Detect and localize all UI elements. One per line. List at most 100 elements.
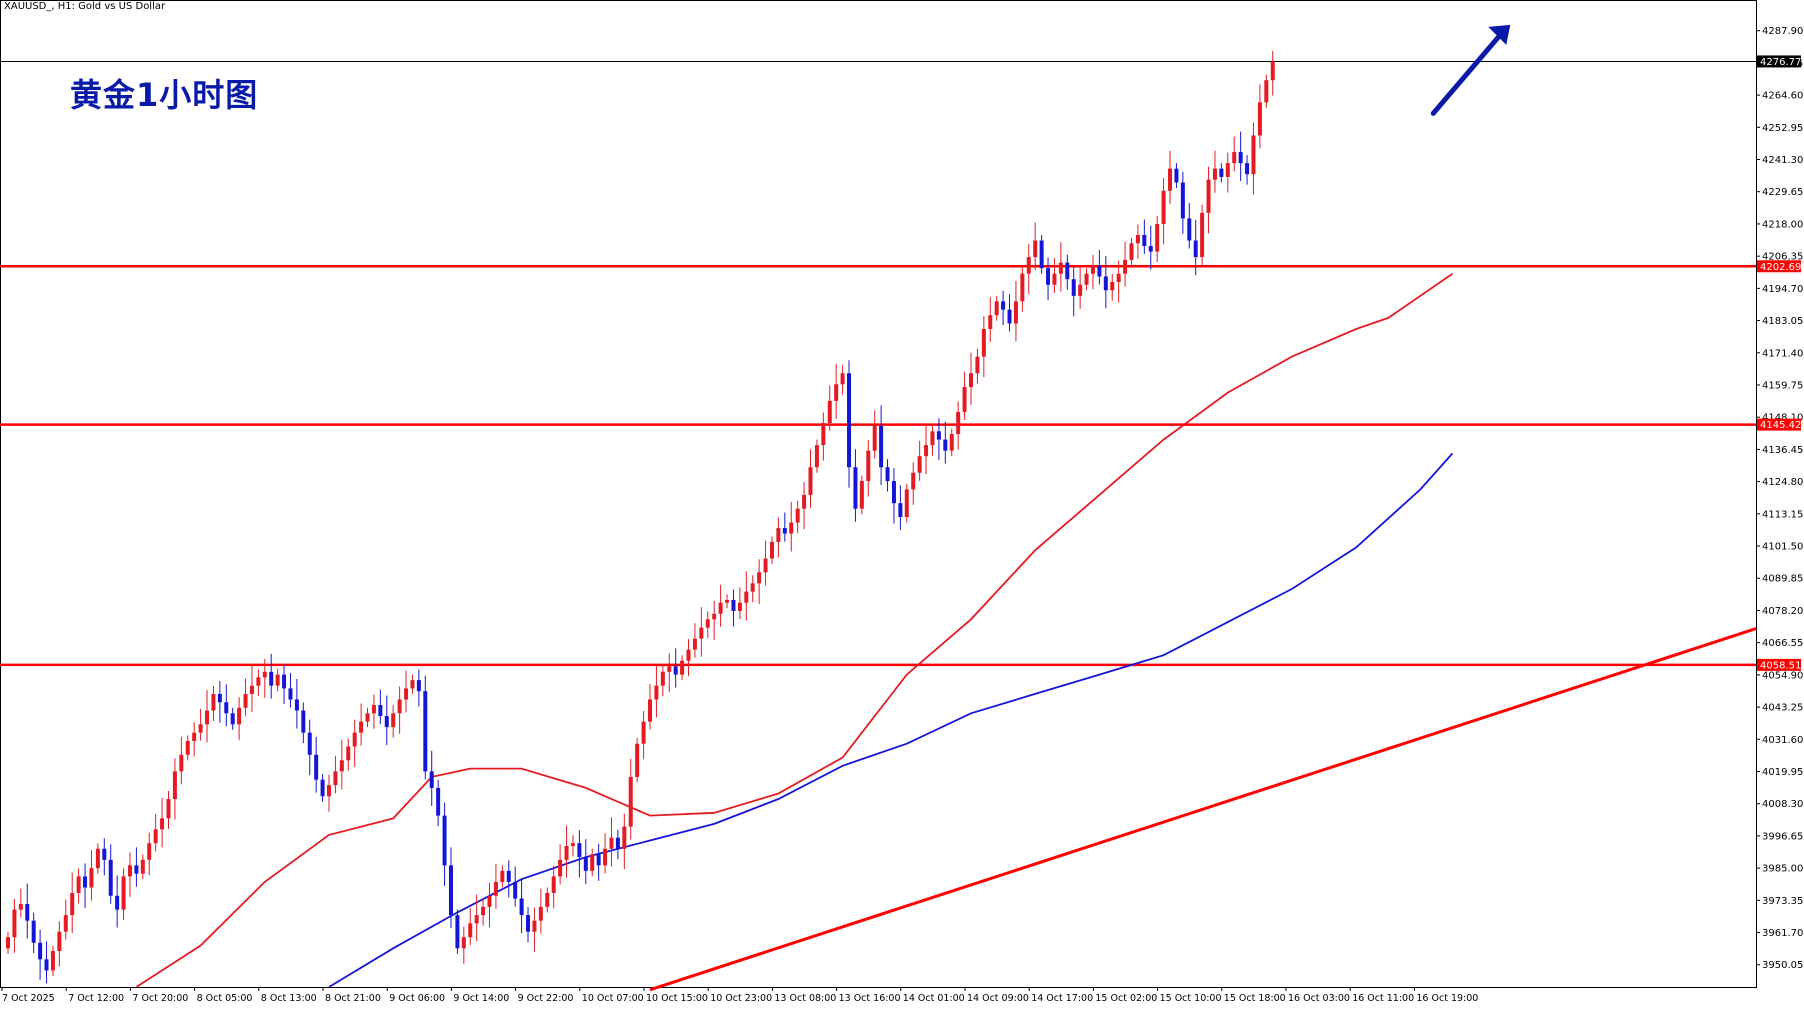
candle (596, 843, 601, 881)
candle-body (1123, 259, 1128, 274)
level-price-box-label: 4145.42 (1760, 420, 1801, 431)
candle-body (352, 732, 357, 747)
candle-body (1084, 273, 1089, 285)
time-tick-label: 16 Oct 03:00 (1288, 993, 1350, 1004)
candle (718, 584, 723, 627)
candle (391, 705, 396, 738)
candle-body (1033, 240, 1038, 258)
candle-body (763, 558, 768, 573)
candle (397, 686, 402, 734)
candle (924, 424, 929, 475)
candle-body (718, 602, 723, 614)
candle (18, 888, 23, 918)
candle-body (936, 431, 941, 440)
candle-body (769, 541, 774, 559)
candle-body (898, 503, 903, 517)
current-price-box: 4276.77 (1757, 55, 1801, 68)
candle (301, 702, 306, 744)
time-tick-label: 14 Oct 01:00 (903, 993, 965, 1004)
candle (609, 817, 614, 867)
candle (134, 847, 139, 887)
candle (1180, 171, 1185, 234)
candle (981, 316, 986, 378)
candle-body (545, 893, 550, 907)
candle-body (262, 671, 267, 678)
candle-body (1116, 273, 1121, 282)
time-tick-label: 16 Oct 11:00 (1352, 993, 1414, 1004)
candles (6, 50, 1275, 984)
candle (506, 860, 511, 898)
candle-body (750, 583, 755, 592)
candle-body (301, 710, 306, 733)
candle (1090, 254, 1095, 290)
candle-body (641, 721, 646, 744)
candle-body (192, 732, 197, 741)
candle-body (333, 771, 338, 786)
candle (371, 694, 376, 729)
time-tick-label: 10 Oct 07:00 (582, 993, 644, 1004)
candle-body (904, 489, 909, 517)
candle-body (821, 423, 826, 446)
time-tick-label: 14 Oct 17:00 (1031, 993, 1093, 1004)
candle (76, 868, 81, 904)
price-tick-label: 4124.80 (1762, 477, 1803, 488)
candle-body (731, 599, 736, 611)
price-tick-label: 4229.65 (1762, 187, 1803, 198)
candle (879, 405, 884, 486)
plot-area[interactable] (0, 0, 1757, 988)
symbol-title: XAUUSD_, H1: Gold vs US Dollar (4, 1, 166, 12)
candle-body (1257, 102, 1262, 136)
candle (262, 658, 267, 698)
candle (654, 665, 659, 718)
candle-body (140, 859, 145, 874)
candle (179, 736, 184, 785)
candle-body (1078, 284, 1083, 296)
candle (31, 912, 36, 954)
candle (198, 708, 203, 741)
candle-body (1097, 265, 1102, 277)
candle (1245, 155, 1250, 185)
uptrend-line[interactable] (649, 627, 1757, 992)
candle-body (391, 713, 396, 728)
candle-body (802, 494, 807, 509)
candle-body (628, 776, 633, 827)
candle (365, 707, 370, 728)
candle (551, 865, 556, 909)
candle-body (12, 909, 17, 938)
candle (583, 839, 588, 884)
candle (1046, 257, 1051, 301)
candle (814, 439, 819, 473)
candle-body (1206, 179, 1211, 213)
candle-body (699, 627, 704, 639)
candle-body (147, 843, 152, 860)
candle (416, 669, 421, 707)
candle (513, 866, 518, 907)
candle (725, 594, 730, 609)
candle-body (108, 859, 113, 896)
candle (1142, 219, 1147, 255)
candle (1052, 258, 1057, 293)
candle (853, 449, 858, 522)
candle-body (211, 693, 216, 711)
level-price-box: 4145.42 (1757, 418, 1801, 431)
candle (622, 813, 627, 870)
candle (352, 719, 357, 767)
candle-body (1020, 273, 1025, 302)
candle (50, 945, 55, 976)
candle-body (25, 904, 30, 921)
level-price-box: 4202.69 (1757, 260, 1801, 273)
candle-body (461, 937, 466, 949)
candle (847, 360, 852, 488)
time-tick-label: 9 Oct 22:00 (518, 993, 574, 1004)
candle (686, 639, 691, 677)
candle (275, 669, 280, 692)
candle-body (956, 411, 961, 435)
ma-fast-line (135, 272, 1454, 988)
candle-body (660, 671, 665, 686)
candle (1270, 50, 1275, 96)
candle (1129, 237, 1134, 266)
price-tick-label: 4019.95 (1762, 767, 1803, 778)
candle (532, 907, 537, 953)
